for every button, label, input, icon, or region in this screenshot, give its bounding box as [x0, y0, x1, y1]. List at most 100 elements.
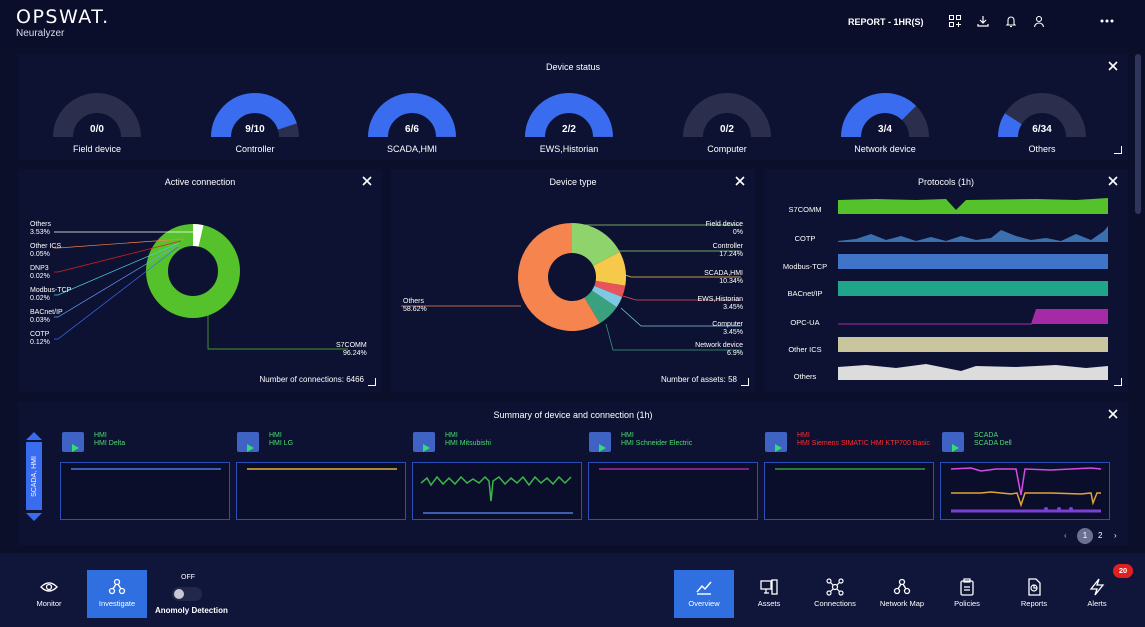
page-2-button[interactable]: 2	[1098, 531, 1103, 540]
device-traffic-card[interactable]	[940, 462, 1110, 520]
category-label: SCADA, HMI	[30, 455, 38, 497]
nav-alerts[interactable]: Alerts	[1068, 570, 1126, 618]
protocol-label: Other ICS	[788, 345, 822, 354]
gauge-4	[683, 93, 771, 138]
protocol-label: OPC-UA	[790, 318, 820, 327]
protocols-title: Protocols (1h)	[917, 177, 975, 187]
play-icon	[599, 444, 606, 452]
more-icon[interactable]	[1098, 12, 1116, 30]
network-map-icon	[893, 578, 911, 595]
monitor-button[interactable]: Monitor	[20, 570, 78, 618]
anomaly-toggle[interactable]	[172, 587, 202, 601]
arrow-down-icon[interactable]	[24, 511, 44, 523]
clipboard-icon	[960, 578, 974, 596]
assets-icon	[760, 579, 778, 595]
page-1-button[interactable]: 1	[1077, 528, 1093, 544]
device-traffic-card[interactable]	[60, 462, 230, 520]
summary-device[interactable]: HMI HMI LG	[237, 432, 413, 458]
prev-page-icon[interactable]: ‹	[1064, 531, 1067, 540]
resize-handle[interactable]	[741, 378, 749, 386]
device-type: HMI	[445, 432, 458, 439]
gauge-label: Computer	[707, 144, 747, 154]
gauge-label: Others	[1028, 144, 1056, 154]
user-icon[interactable]	[1030, 12, 1048, 30]
resize-handle[interactable]	[1114, 378, 1122, 386]
summary-device[interactable]: SCADA SCADA Dell	[942, 432, 1118, 458]
network-map-label: Network Map	[879, 599, 925, 608]
device-type-donut	[401, 223, 741, 351]
nav-connections[interactable]: Connections	[806, 570, 864, 618]
play-icon	[775, 444, 782, 452]
active-connection-title: Active connection	[164, 177, 236, 187]
gauge-label: Network device	[854, 144, 916, 154]
sparkline-modbus-tcp	[838, 254, 1108, 269]
next-page-icon[interactable]: ›	[1114, 531, 1117, 540]
gauge-fill	[211, 93, 297, 138]
donut-slice-s7comm	[146, 224, 240, 318]
legend-dnp3: DNP3 0.02%	[30, 265, 50, 280]
report-range-button[interactable]: REPORT - 1HR(S)	[848, 17, 924, 27]
sparkline-cotp	[838, 226, 1108, 242]
gauge-value: 9/10	[245, 124, 265, 135]
device-traffic-card[interactable]	[236, 462, 406, 520]
device-traffic-card[interactable]	[412, 462, 582, 520]
connections-icon	[826, 578, 844, 596]
device-status-title: Device status	[545, 62, 601, 72]
gauge-1	[211, 93, 299, 138]
reports-label: Reports	[1020, 599, 1048, 608]
device-traffic-card[interactable]	[764, 462, 934, 520]
investigate-button[interactable]: Investigate	[87, 570, 147, 618]
sparkline-others	[838, 364, 1108, 380]
device-type: HMI	[269, 432, 282, 439]
gauge-label: Field device	[72, 144, 122, 154]
protocol-label: Others	[793, 372, 817, 381]
nav-reports[interactable]: Reports	[1005, 570, 1063, 618]
gauge-value: 2/2	[562, 124, 576, 135]
sparkline-other-ics	[838, 337, 1108, 352]
category-tab[interactable]: SCADA, HMI	[26, 442, 42, 510]
close-icon[interactable]	[733, 174, 747, 188]
device-name: HMI Delta	[94, 440, 126, 447]
nav-assets[interactable]: Assets	[740, 570, 798, 618]
close-icon[interactable]	[1106, 407, 1120, 421]
alerts-label: Alerts	[1087, 599, 1107, 608]
gauge-fill	[525, 93, 613, 138]
close-icon[interactable]	[360, 174, 374, 188]
resize-handle[interactable]	[368, 378, 376, 386]
download-icon[interactable]	[974, 12, 992, 30]
donut-slice-network-device	[584, 290, 617, 324]
gauge-value: 0/0	[90, 124, 104, 135]
resize-handle[interactable]	[1114, 146, 1122, 154]
device-traffic-card[interactable]	[588, 462, 758, 520]
device-name: SCADA Dell	[974, 440, 1012, 447]
toggle-knob	[174, 589, 184, 599]
category-selector[interactable]: SCADA, HMI	[24, 430, 44, 522]
nav-policies[interactable]: Policies	[938, 570, 996, 618]
summary-device[interactable]: HMI HMI Delta	[62, 432, 238, 458]
close-icon[interactable]	[1106, 174, 1120, 188]
arrow-up-icon[interactable]	[24, 430, 44, 442]
summary-device[interactable]: HMI HMI Mitsubishi	[413, 432, 589, 458]
page-scrollbar[interactable]	[1135, 54, 1141, 214]
device-type: HMI	[94, 432, 107, 439]
legend-ews-historian: EWS,Historian 3.45%	[697, 296, 743, 311]
play-icon	[423, 444, 430, 452]
qr-add-icon[interactable]	[946, 12, 964, 30]
summary-title: Summary of device and connection (1h)	[493, 410, 653, 420]
protocol-label: S7COMM	[788, 205, 822, 214]
device-name: HMI Mitsubishi	[445, 440, 491, 447]
close-icon[interactable]	[1106, 59, 1120, 73]
opswat-logo: OPSWAT.	[16, 6, 110, 28]
nav-network-map[interactable]: Network Map	[871, 570, 933, 618]
gauge-value: 6/6	[405, 124, 419, 135]
summary-device[interactable]: HMI HMI Siemens SIMATIC HMI KTP700 Basic	[765, 432, 941, 458]
policies-label: Policies	[954, 599, 980, 608]
assets-label: Assets	[757, 599, 781, 608]
assets-count: Number of assets: 58	[660, 375, 737, 384]
investigate-label: Investigate	[98, 599, 136, 608]
nav-overview[interactable]: Overview	[674, 570, 734, 618]
device-type: HMI	[621, 432, 634, 439]
sparkline-s7comm	[838, 198, 1108, 214]
summary-device[interactable]: HMI HMI Schneider Electric	[589, 432, 765, 458]
bell-icon[interactable]	[1002, 12, 1020, 30]
